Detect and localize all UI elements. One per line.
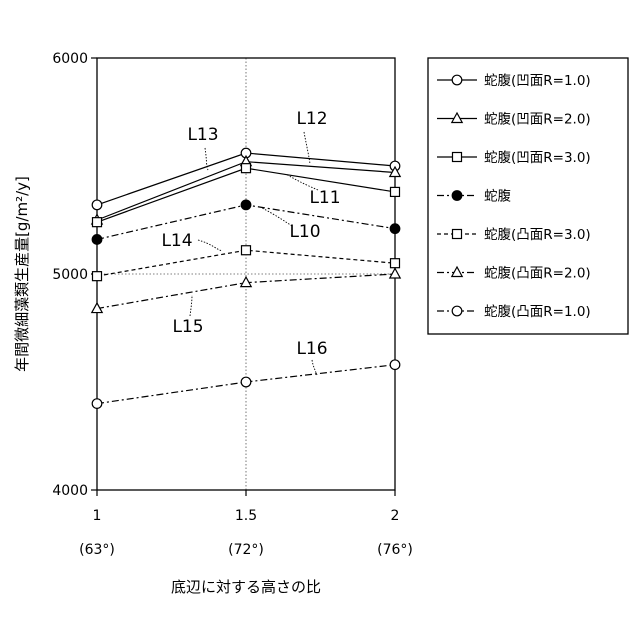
grid-layer <box>97 58 395 490</box>
legend-marker <box>453 153 462 162</box>
legend-label: 蛇腹(凹面R=1.0) <box>484 72 591 89</box>
x-tick-sublabel: (63°) <box>79 542 115 558</box>
annotation-leader <box>304 132 310 164</box>
annotation-label: L15 <box>172 317 203 337</box>
y-tick-label: 5000 <box>52 267 88 283</box>
data-point <box>93 272 102 281</box>
data-point <box>92 200 102 210</box>
x-tick-label: 1 <box>93 508 102 524</box>
annotation-layer: L13 L12 L11 L10 L14 L15 L16 <box>161 109 340 375</box>
data-point <box>92 399 102 409</box>
annotation-leader <box>262 208 292 226</box>
legend-marker <box>452 191 462 201</box>
series-layer <box>92 148 400 408</box>
data-point <box>390 224 400 234</box>
legend-label: 蛇腹(凸面R=3.0) <box>484 226 591 243</box>
annotation-leader <box>312 360 317 375</box>
legend-label: 蛇腹(凹面R=2.0) <box>484 111 591 128</box>
data-point <box>390 269 400 279</box>
annotation-label: L10 <box>289 222 320 242</box>
data-point <box>242 164 251 173</box>
x-tick-sublabel: (72°) <box>228 542 264 558</box>
data-point <box>241 200 251 210</box>
legend-marker <box>452 75 462 85</box>
annotation-label: L12 <box>296 109 327 129</box>
y-axis-title: 年間微細藻類生産量[g/m²/y] <box>13 176 31 372</box>
data-point <box>390 360 400 370</box>
annotation-label: L13 <box>187 125 218 145</box>
legend-marker <box>452 306 462 316</box>
legend-label: 蛇腹(凸面R=2.0) <box>484 265 591 282</box>
x-axis-title: 底辺に対する高さの比 <box>171 578 321 596</box>
y-tick-label: 6000 <box>52 51 88 67</box>
annotation-label: L11 <box>309 188 340 208</box>
legend-label: 蛇腹(凹面R=3.0) <box>484 149 591 166</box>
legend-label: 蛇腹(凸面R=1.0) <box>484 303 591 320</box>
x-tick-sublabel: (76°) <box>377 542 413 558</box>
data-point <box>241 377 251 387</box>
data-point <box>93 218 102 227</box>
data-point <box>92 235 102 245</box>
data-point <box>391 259 400 268</box>
annotation-label: L16 <box>296 339 327 359</box>
y-tick-label: 4000 <box>52 483 88 499</box>
legend-marker <box>453 230 462 239</box>
legend-label: 蛇腹 <box>484 188 511 205</box>
x-tick-label: 2 <box>391 508 400 524</box>
annotation-label: L14 <box>161 231 192 251</box>
data-point <box>242 246 251 255</box>
legend-layer: 蛇腹(凹面R=1.0) 蛇腹(凹面R=2.0) 蛇腹(凹面R=3.0) 蛇腹蛇腹(凸面… <box>428 58 628 334</box>
x-tick-label: 1.5 <box>235 508 257 524</box>
annotation-leader <box>198 240 222 251</box>
annotation-leader <box>190 295 192 316</box>
data-point <box>391 187 400 196</box>
